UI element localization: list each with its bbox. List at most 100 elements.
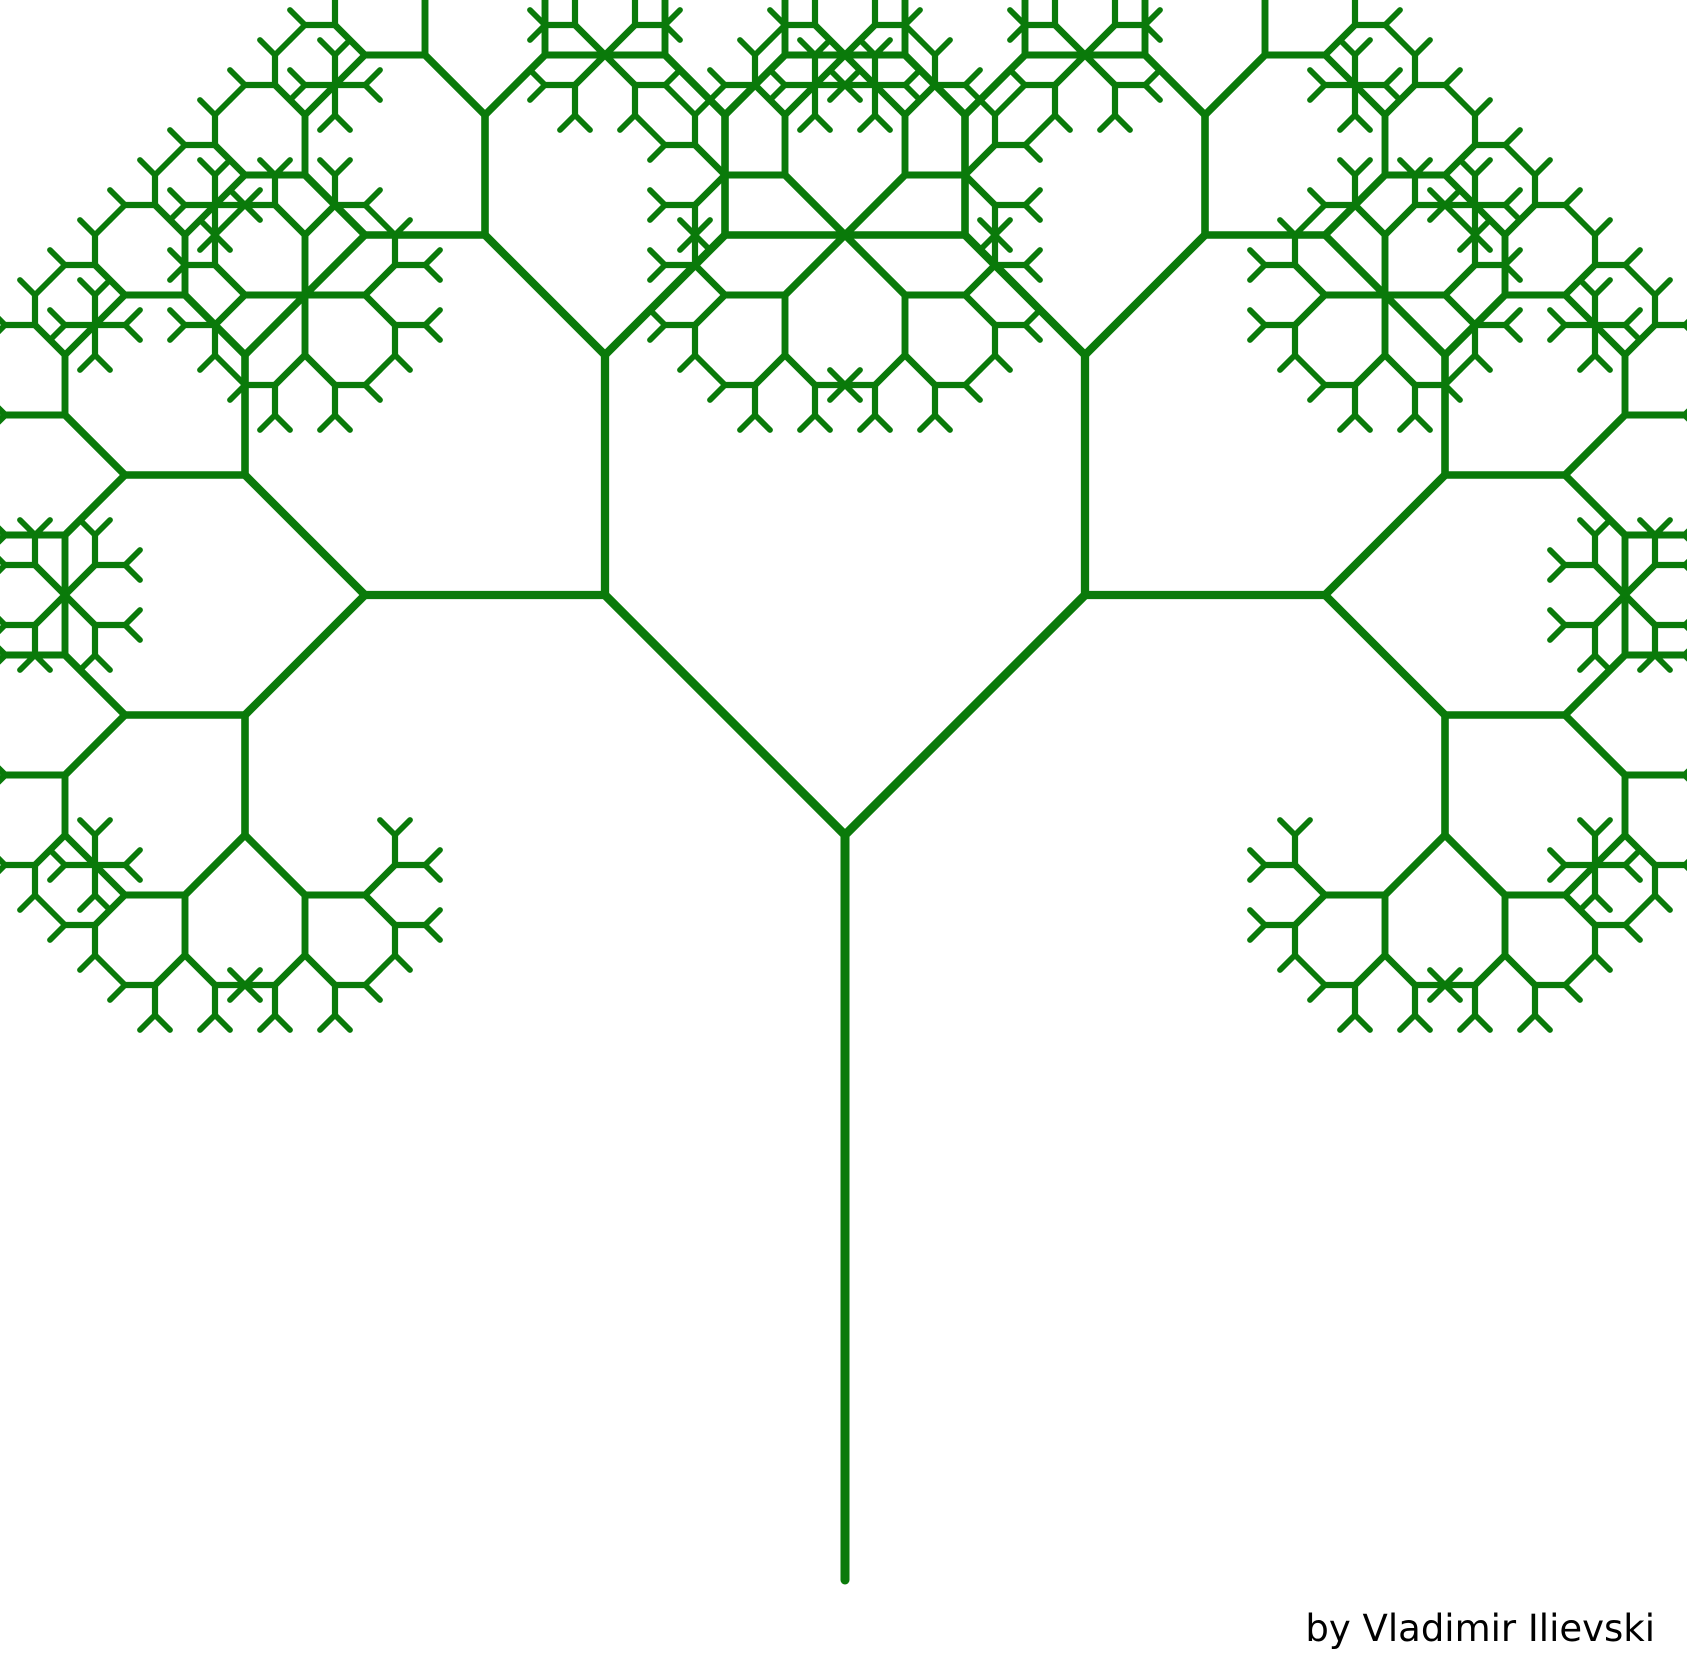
tree-branch bbox=[1007, 67, 1028, 88]
tree-branch bbox=[422, 262, 443, 283]
tree-branch bbox=[647, 307, 668, 328]
tree-branch bbox=[91, 291, 129, 329]
tree-branch bbox=[962, 382, 983, 403]
tree-branch bbox=[1457, 1012, 1478, 1033]
tree-branch bbox=[1307, 67, 1328, 88]
tree-branch bbox=[47, 307, 68, 328]
tree-branch bbox=[61, 651, 129, 719]
tree-branch bbox=[1592, 217, 1613, 238]
tree-branch bbox=[0, 651, 9, 665]
tree-branch bbox=[1397, 157, 1418, 178]
tree-branch bbox=[92, 352, 113, 373]
tree-branch bbox=[31, 591, 69, 629]
tree-branch bbox=[737, 412, 758, 433]
tree-branch bbox=[1247, 322, 1268, 343]
tree-branch bbox=[1382, 82, 1403, 103]
tree-branch bbox=[257, 1012, 278, 1033]
tree-branch bbox=[737, 37, 758, 58]
tree-branch bbox=[1307, 82, 1328, 103]
tree-branch bbox=[1292, 352, 1313, 373]
tree-branch bbox=[1621, 591, 1659, 629]
tree-branch bbox=[1307, 967, 1328, 988]
tree-branch bbox=[871, 351, 909, 389]
tree-branch bbox=[1457, 217, 1478, 238]
tree-branch bbox=[107, 202, 128, 223]
tree-branch bbox=[1022, 187, 1043, 208]
tree-branch bbox=[1291, 291, 1329, 329]
tree-branch bbox=[122, 847, 143, 868]
tree-branch bbox=[167, 307, 188, 328]
tree-branch bbox=[92, 892, 113, 913]
tree-branch bbox=[1051, 51, 1089, 89]
tree-branch bbox=[1637, 892, 1658, 913]
tree-branch bbox=[692, 232, 713, 253]
tree-branch bbox=[1547, 862, 1568, 883]
tree-branch bbox=[1052, 112, 1073, 133]
tree-branch bbox=[332, 112, 353, 133]
tree-branch bbox=[917, 37, 938, 58]
tree-branch bbox=[811, 51, 849, 89]
tree-branch bbox=[197, 1012, 218, 1033]
tree-branch bbox=[1471, 951, 1509, 989]
tree-branch bbox=[1291, 261, 1329, 299]
tree-branch bbox=[167, 187, 188, 208]
tree-branch bbox=[1652, 277, 1673, 298]
tree-branch bbox=[1652, 892, 1673, 913]
tree-branch bbox=[77, 352, 98, 373]
tree-branch bbox=[1007, 7, 1028, 28]
tree-branch bbox=[1502, 127, 1523, 148]
tree-branch bbox=[647, 322, 668, 343]
tree-branch bbox=[1442, 982, 1463, 1003]
tree-branch bbox=[692, 352, 713, 373]
tree-branch bbox=[197, 232, 218, 253]
tree-branch bbox=[91, 861, 129, 899]
tree-branch bbox=[301, 81, 339, 119]
tree-branch bbox=[1381, 351, 1419, 389]
tree-branch bbox=[301, 171, 369, 239]
tree-branch bbox=[301, 351, 339, 389]
tree-branch bbox=[287, 67, 308, 88]
tree-branch bbox=[392, 817, 413, 838]
tree-branch bbox=[647, 262, 668, 283]
tree-branch bbox=[1337, 412, 1358, 433]
tree-branch bbox=[227, 367, 248, 388]
tree-branch bbox=[241, 291, 309, 359]
tree-branch bbox=[647, 202, 668, 223]
tree-branch bbox=[1307, 367, 1328, 388]
tree-branch bbox=[362, 982, 383, 1003]
tree-branch bbox=[362, 67, 383, 88]
tree-branch bbox=[691, 171, 729, 209]
tree-branch bbox=[1591, 591, 1629, 629]
tree-branch bbox=[1532, 1012, 1553, 1033]
tree-branch bbox=[1561, 891, 1599, 929]
tree-branch bbox=[1561, 291, 1599, 329]
tree-branch bbox=[932, 412, 953, 433]
tree-branch bbox=[1382, 67, 1403, 88]
tree-branch bbox=[1591, 831, 1629, 869]
tree-branch bbox=[1561, 411, 1629, 479]
tree-branch bbox=[1382, 7, 1403, 28]
tree-branch bbox=[767, 82, 788, 103]
tree-branch bbox=[107, 982, 128, 1003]
tree-branch bbox=[152, 157, 173, 178]
tree-branch bbox=[92, 277, 113, 298]
tree-branch bbox=[601, 51, 639, 89]
tree-branch bbox=[362, 967, 383, 988]
tree-branch bbox=[1351, 351, 1389, 389]
tree-branch bbox=[1441, 831, 1509, 899]
tree-branch bbox=[92, 652, 113, 673]
tree-branch bbox=[707, 82, 728, 103]
tree-branch bbox=[752, 412, 773, 433]
tree-branch bbox=[122, 322, 143, 343]
tree-branch bbox=[422, 907, 443, 928]
tree-branch bbox=[167, 247, 188, 268]
tree-branch bbox=[1591, 561, 1629, 599]
tree-branch bbox=[271, 951, 309, 989]
tree-branch bbox=[212, 97, 233, 118]
tree-branch bbox=[227, 382, 248, 403]
tree-branch bbox=[17, 277, 38, 298]
tree-branch bbox=[1337, 37, 1358, 58]
tree-branch bbox=[1352, 412, 1373, 433]
tree-branch bbox=[1441, 261, 1479, 299]
tree-branch bbox=[1561, 711, 1629, 779]
